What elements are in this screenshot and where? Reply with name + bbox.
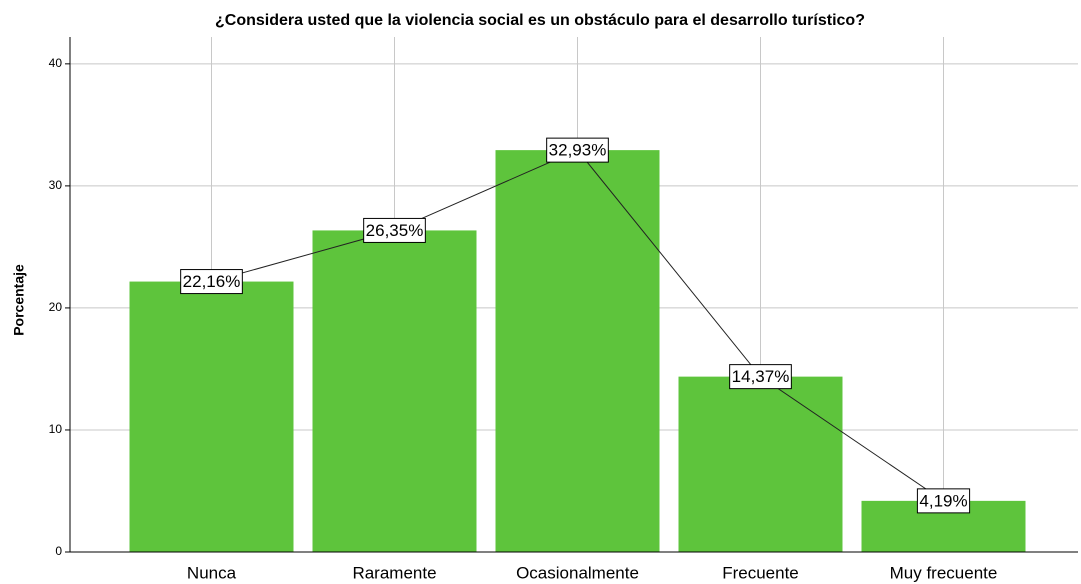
value-label-box <box>363 217 426 243</box>
chart-title: ¿Considera usted que la violencia social… <box>215 12 865 29</box>
value-label: 22,16% <box>183 272 241 291</box>
y-tick-label: 0 <box>55 544 62 558</box>
value-label: 4,19% <box>919 491 967 510</box>
y-tick-label: 10 <box>49 422 63 436</box>
value-label: 14,37% <box>732 367 790 386</box>
value-label: 26,35% <box>366 221 424 240</box>
x-tick-label: Raramente <box>352 563 436 582</box>
value-label-box <box>546 137 609 163</box>
x-tick-label: Ocasionalmente <box>516 563 639 582</box>
bar <box>678 376 843 552</box>
bar <box>129 281 294 552</box>
y-tick-label: 40 <box>49 56 63 70</box>
y-tick-label: 20 <box>49 300 63 314</box>
value-label: 32,93% <box>549 141 607 160</box>
y-tick-label: 30 <box>49 178 63 192</box>
bar <box>495 150 660 552</box>
x-tick-label: Muy frecuente <box>890 563 998 582</box>
x-tick-label: Nunca <box>187 563 237 582</box>
value-label-box <box>729 364 792 390</box>
x-tick-label: Frecuente <box>722 563 799 582</box>
value-label-box <box>916 488 971 514</box>
value-label-box <box>180 269 243 295</box>
y-axis-label: Porcentaje <box>11 264 27 336</box>
bar <box>312 230 477 552</box>
